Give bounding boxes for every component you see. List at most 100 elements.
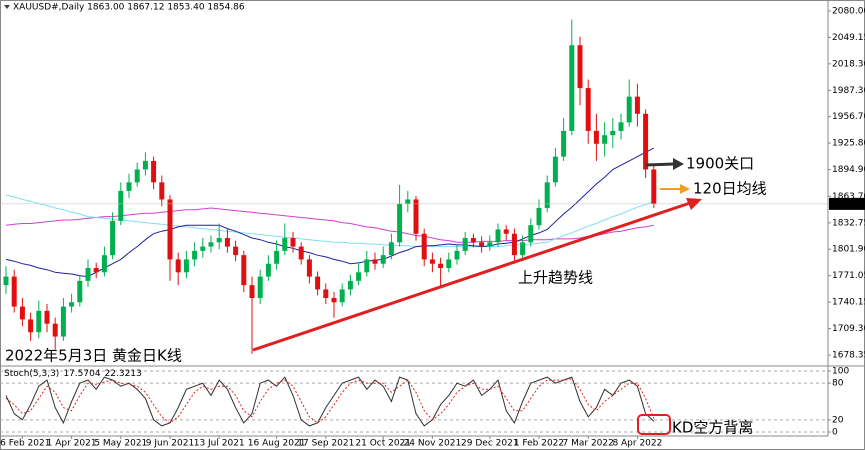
y-tick-label: 1894.90 (832, 165, 865, 175)
candle-body (257, 276, 263, 298)
candle-body (118, 190, 124, 221)
candle-body (241, 255, 247, 286)
x-tick-label: 5 May 2021 (94, 439, 147, 449)
candle-body (479, 242, 485, 247)
candle-body (282, 238, 288, 251)
arrow-1900-head (673, 158, 684, 170)
x-tick-label: 8 Apr 2022 (612, 439, 662, 449)
y-tick-label: 1956.70 (832, 112, 865, 122)
annotation: 1900关口 (686, 155, 754, 173)
x-tick-label: 29 Dec 2021 (461, 439, 519, 449)
candle-body (421, 233, 427, 260)
candle-body (60, 306, 66, 337)
candle-body (36, 310, 42, 333)
line-series (5, 194, 654, 248)
candle-body (380, 255, 386, 264)
last-price-label: 1854.86 (832, 199, 865, 209)
x-tick-label: 26 Feb 2021 (0, 439, 50, 449)
candle-body (52, 323, 58, 337)
y-tick-label: 1771.05 (832, 271, 865, 281)
y-tick-label: 1987.30 (832, 86, 865, 96)
candle-body (610, 130, 616, 136)
candle-body (470, 238, 476, 243)
annotation: 上升趋势线 (518, 269, 593, 287)
candle-body (126, 182, 132, 191)
candle-body (618, 122, 624, 131)
candle-body (274, 250, 280, 264)
menu-icon (4, 5, 10, 9)
y-tick-label: 2018.30 (832, 59, 865, 69)
trend-arrow (686, 198, 702, 210)
trend-line (252, 201, 691, 352)
y-tick-label: 2049.15 (832, 33, 865, 43)
candle-body (306, 259, 312, 277)
candle-body (69, 302, 75, 307)
chart-header: XAUUSD#,Daily 1863.00 1867.12 1853.40 18… (13, 3, 245, 13)
candle-body (19, 306, 25, 320)
candle-body (487, 242, 493, 247)
candle-body (200, 246, 206, 251)
y-tick-label: 1709.30 (832, 324, 865, 334)
arrow-ma120-head (680, 184, 690, 194)
candle-body (28, 319, 34, 333)
x-tick-label: 1 Feb 2022 (514, 439, 564, 449)
candle-body (405, 199, 411, 204)
candle-body (347, 280, 353, 290)
candle-body (77, 280, 83, 303)
x-tick-label: 24 Nov 2021 (404, 439, 462, 449)
candle-body (159, 182, 165, 200)
candle-body (569, 45, 575, 131)
line-series (5, 207, 654, 243)
candle-body (634, 96, 640, 114)
candle-body (503, 229, 509, 234)
divergence-box (637, 414, 671, 435)
candle-body (356, 272, 362, 281)
y-tick-label: 1925.80 (832, 139, 865, 149)
indicator-label: Stoch(5,3,3) 17.5704 22.3213 (4, 369, 142, 379)
candle-body (142, 160, 148, 170)
candle-body (11, 276, 17, 307)
line-series (5, 378, 655, 424)
candle-body (446, 259, 452, 269)
candle-body (429, 259, 435, 264)
candle-body (110, 220, 116, 256)
candle-body (602, 135, 608, 144)
annotation: KD空方背离 (672, 419, 753, 437)
x-tick-label: 16 Aug 2021 (248, 439, 306, 449)
candle-body (454, 250, 460, 260)
candle-body (536, 208, 542, 226)
candle-body (3, 276, 9, 286)
candle-body (290, 238, 296, 247)
candle-body (520, 242, 526, 256)
candle-body (331, 297, 337, 303)
candle-body (93, 268, 99, 273)
candle-body (577, 45, 583, 89)
y-tick-label: 80 (832, 379, 844, 389)
y-tick-label: 1863.70 (832, 192, 865, 202)
candle-body (462, 238, 468, 251)
candle-body (552, 156, 558, 183)
line-series (5, 147, 655, 278)
candle-body (544, 182, 550, 209)
candle-body (151, 160, 157, 183)
candle-body (388, 242, 394, 256)
y-tick-label: 0 (832, 428, 838, 438)
indicator-label-part: 22.3213 (105, 369, 142, 379)
candle-body (593, 130, 599, 144)
candle-body (495, 229, 501, 243)
candle-body (175, 259, 181, 273)
candle-body (265, 263, 271, 277)
y-tick-label: 1832.75 (832, 218, 865, 228)
x-tick-label: 9 Jun 2021 (146, 439, 194, 449)
caption: 2022年5月3日 黄金日K线 (5, 347, 182, 365)
candle-body (298, 246, 304, 260)
candle-body (626, 96, 632, 123)
x-tick-label: 17 Sep 2021 (297, 439, 354, 449)
candle-body (528, 225, 534, 243)
candle-body (101, 255, 107, 273)
candle-body (413, 199, 419, 234)
candle-body (224, 238, 230, 247)
candle-body (438, 263, 444, 269)
y-tick-label: 1801.90 (832, 245, 865, 255)
